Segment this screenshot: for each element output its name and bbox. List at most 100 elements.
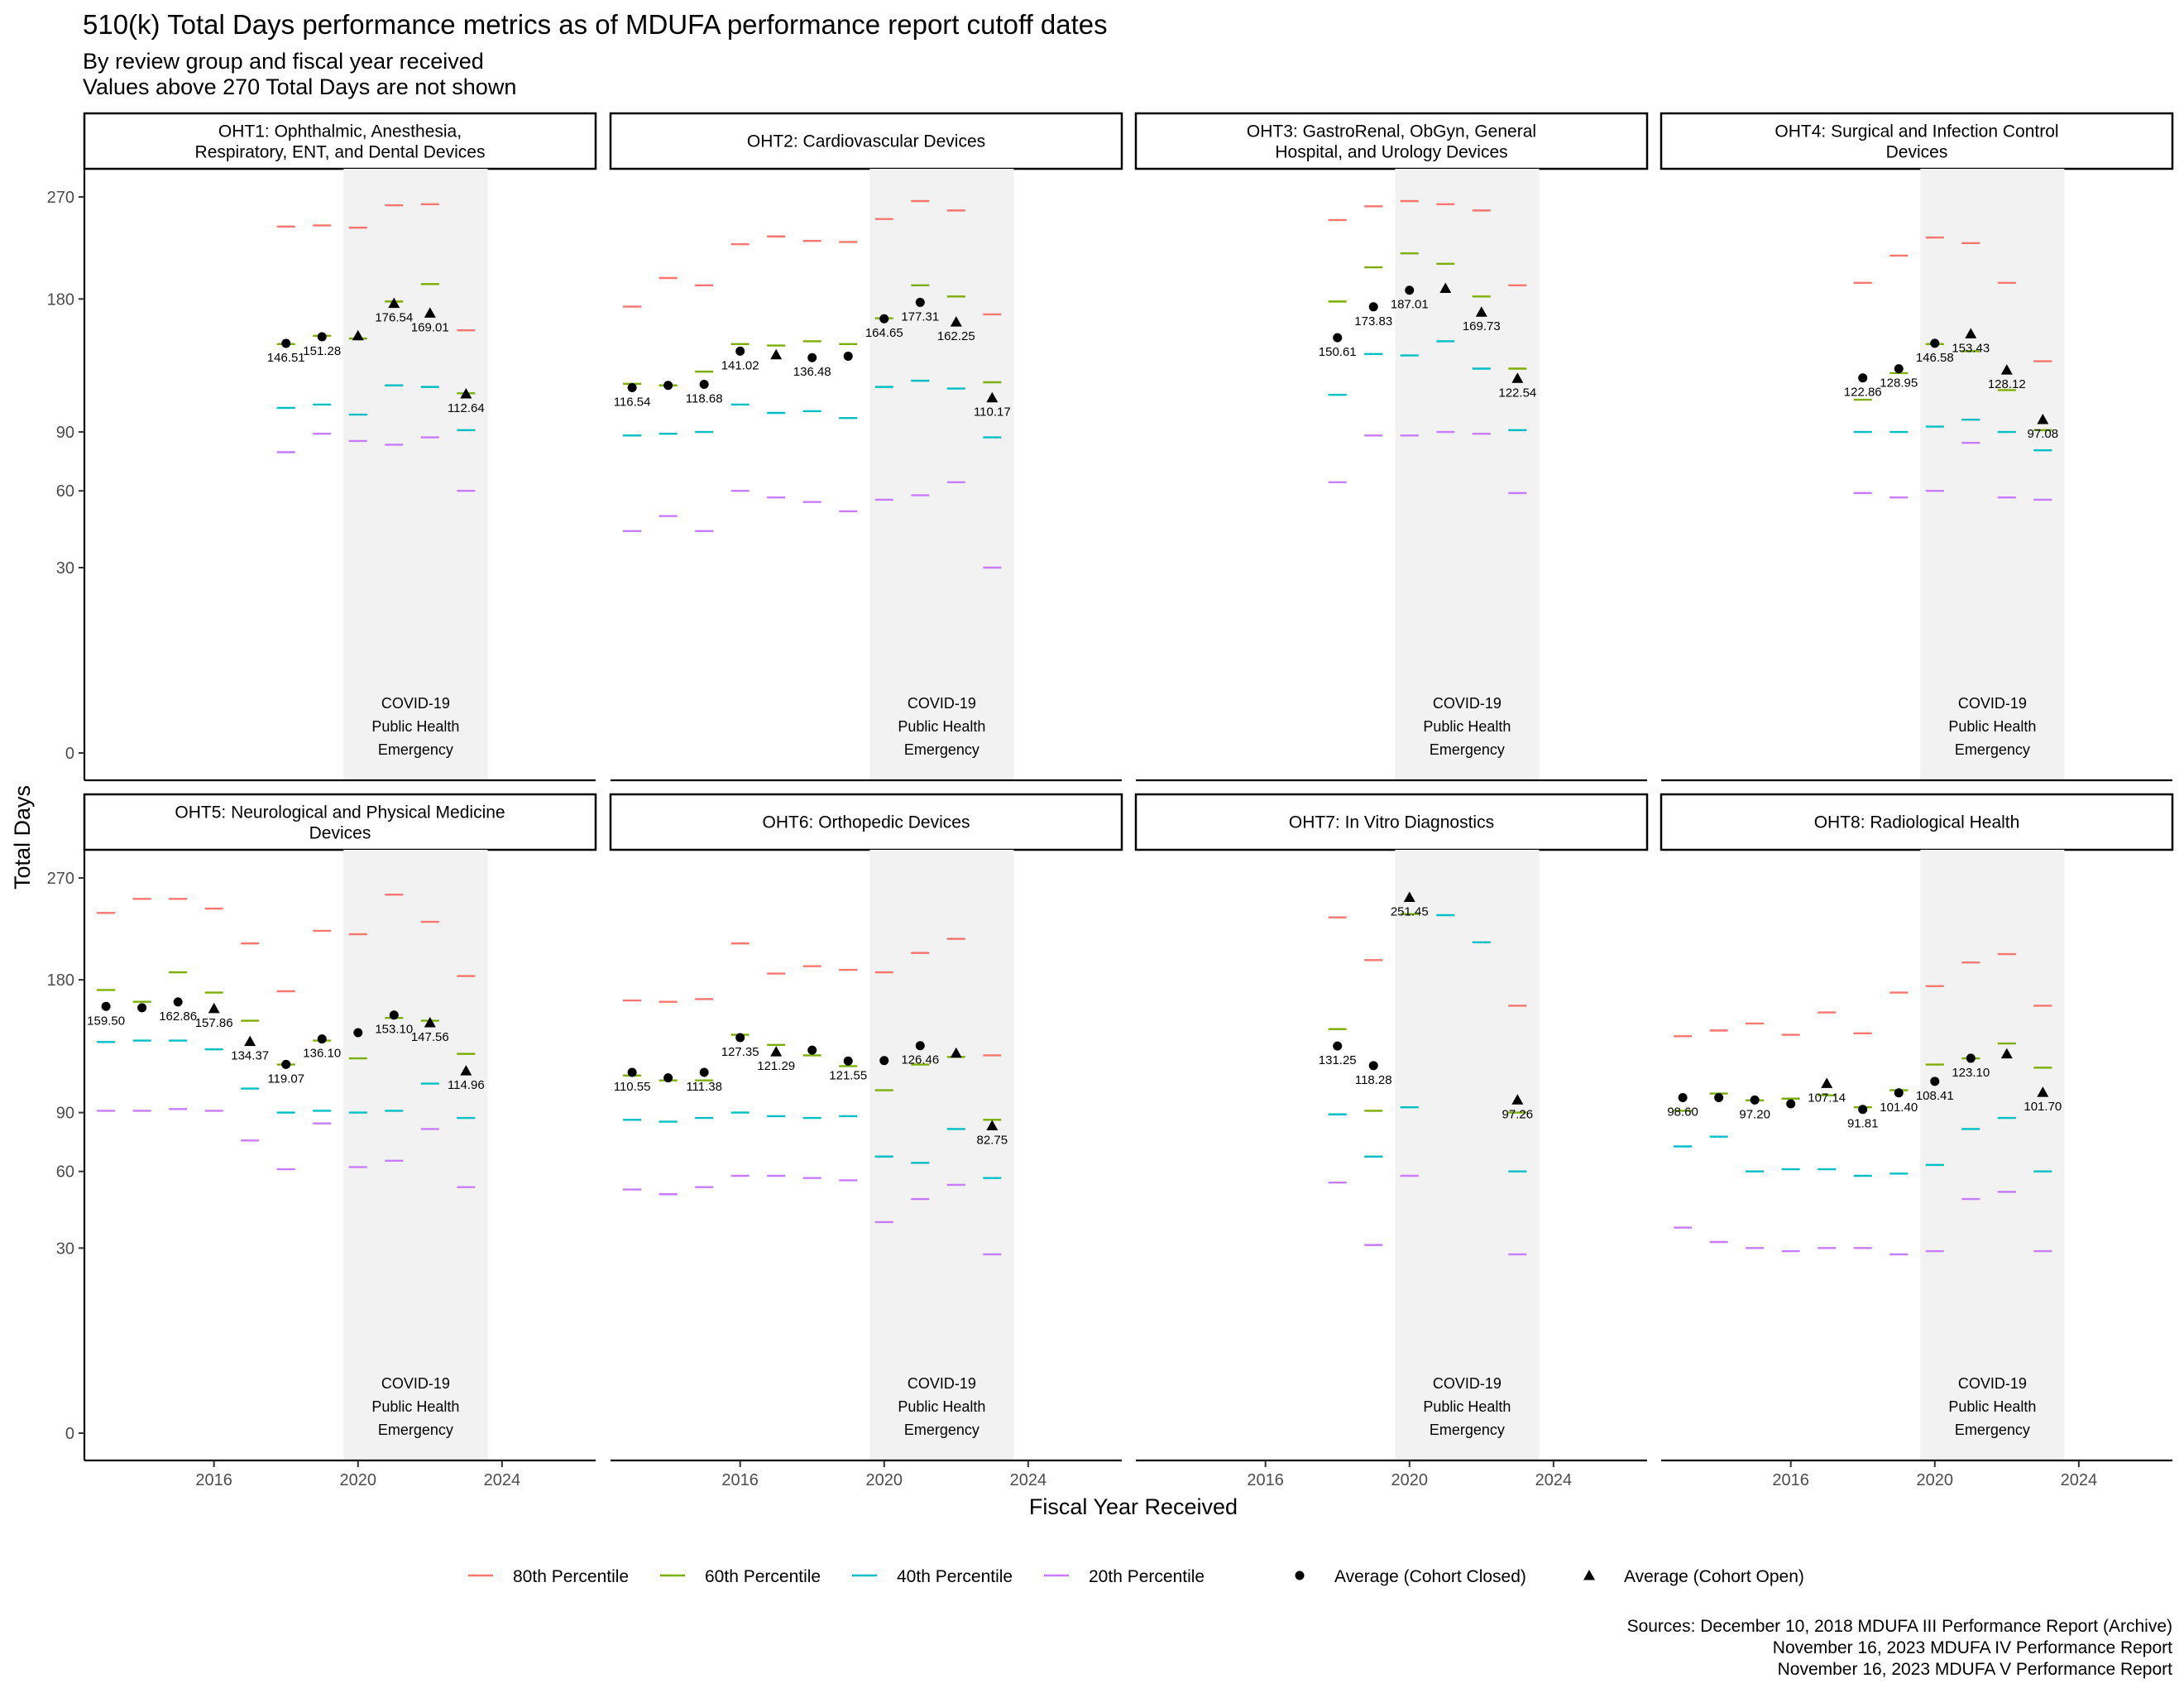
- y-tick-label: 60: [56, 482, 74, 501]
- avg-value-label: 110.55: [614, 1080, 651, 1094]
- y-tick-label: 30: [56, 1240, 74, 1258]
- covid-band-label: Emergency: [1955, 1422, 2030, 1438]
- avg-closed-point: [1333, 333, 1343, 343]
- avg-closed-point: [843, 351, 853, 361]
- avg-value-label: 127.35: [721, 1045, 759, 1059]
- facet-panel: OHT7: In Vitro Diagnostics COVID-19 Public…: [1134, 793, 1649, 1489]
- avg-closed-point: [699, 379, 709, 389]
- avg-open-point: [770, 1046, 783, 1057]
- avg-value-label: 128.12: [1988, 377, 2026, 391]
- facet-title-line: OHT8: Radiological Health: [1814, 813, 2020, 832]
- avg-value-label: 162.86: [159, 1009, 197, 1024]
- avg-value-label: 147.56: [411, 1030, 449, 1044]
- avg-value-label: 153.43: [1952, 341, 1990, 355]
- covid-band-label: Emergency: [904, 1422, 979, 1438]
- avg-open-point: [208, 1002, 220, 1014]
- avg-open-point: [950, 316, 962, 327]
- avg-closed-point: [1894, 1088, 1904, 1098]
- avg-closed-point: [281, 338, 291, 348]
- avg-closed-point: [1405, 285, 1415, 295]
- facet-strip: [609, 793, 1123, 851]
- avg-value-label: 162.25: [937, 329, 975, 343]
- covid-band-label: Emergency: [378, 741, 453, 758]
- avg-closed-point: [807, 1045, 817, 1055]
- covid-band-label: Public Health: [1948, 1398, 2036, 1415]
- avg-closed-point: [173, 997, 183, 1007]
- facet-strip: [1660, 793, 2174, 851]
- avg-value-label: 251.45: [1391, 904, 1429, 918]
- x-tick-label: 2020: [866, 1471, 903, 1489]
- y-tick-label: 0: [65, 1425, 74, 1443]
- avg-open-point: [424, 1016, 436, 1028]
- facet-title-line: Respiratory, ENT, and Dental Devices: [195, 143, 486, 162]
- avg-closed-point: [879, 314, 889, 324]
- avg-open-point: [950, 1047, 962, 1058]
- avg-closed-point: [137, 1003, 147, 1013]
- x-tick-label: 2016: [195, 1471, 232, 1489]
- legend-label: 60th Percentile: [705, 1567, 821, 1586]
- avg-value-label: 122.86: [1844, 386, 1882, 400]
- avg-value-label: 146.51: [267, 351, 305, 365]
- avg-closed-point: [1894, 364, 1904, 374]
- avg-value-label: 121.55: [829, 1068, 867, 1082]
- avg-value-label: 136.10: [303, 1047, 341, 1061]
- covid-band-label: COVID-19: [1958, 695, 2027, 712]
- covid-band-label: Emergency: [1430, 1422, 1505, 1438]
- avg-value-label: 119.07: [267, 1072, 304, 1086]
- facet-title: OHT6: Orthopedic Devices: [763, 813, 970, 832]
- facet-title-line: OHT6: Orthopedic Devices: [763, 813, 970, 832]
- chart-title: 510(k) Total Days performance metrics as…: [83, 9, 1108, 40]
- source-line: November 16, 2023 MDUFA V Performance Re…: [1778, 1660, 2173, 1679]
- avg-value-label: 177.31: [901, 309, 939, 324]
- legend-label: 80th Percentile: [513, 1567, 629, 1586]
- facet-panel: OHT6: Orthopedic Devices COVID-19 Public H…: [609, 793, 1123, 1489]
- covid-band: [1920, 169, 2065, 780]
- avg-closed-point: [663, 381, 673, 391]
- x-tick-label: 2016: [1247, 1471, 1284, 1489]
- facet-panel: OHT5: Neurological and Physical Medicine…: [47, 793, 597, 1489]
- facet-strip: [609, 112, 1123, 170]
- avg-open-point: [2037, 414, 2049, 424]
- covid-band: [869, 850, 1014, 1460]
- facet-panel: OHT2: Cardiovascular Devices COVID-19 Publ…: [609, 112, 1123, 782]
- legend-key-open: [1583, 1570, 1595, 1580]
- avg-value-label: 108.41: [1916, 1089, 1954, 1103]
- facet-title: OHT7: In Vitro Diagnostics: [1289, 813, 1494, 832]
- y-axis-label: Total Days: [10, 785, 35, 890]
- avg-value-label: 146.58: [1916, 351, 1954, 365]
- avg-value-label: 187.01: [1391, 298, 1429, 312]
- avg-open-point: [1965, 328, 1977, 338]
- avg-value-label: 128.95: [1880, 376, 1918, 391]
- avg-open-point: [1511, 1094, 1524, 1105]
- x-tick-label: 2024: [2061, 1471, 2098, 1489]
- avg-value-label: 150.61: [1319, 345, 1357, 359]
- avg-value-label: 136.48: [793, 365, 831, 379]
- facet-title: OHT1: Ophthalmic, Anesthesia, Respiratory…: [195, 122, 486, 162]
- avg-closed-point: [1750, 1095, 1760, 1105]
- avg-value-label: 107.14: [1808, 1091, 1846, 1105]
- avg-closed-point: [915, 297, 925, 307]
- avg-closed-point: [807, 352, 817, 362]
- y-tick-label: 30: [56, 559, 74, 578]
- avg-closed-point: [1966, 1053, 1976, 1063]
- avg-open-point: [1511, 372, 1524, 383]
- x-tick-label: 2024: [1535, 1471, 1573, 1489]
- avg-value-label: 97.08: [2028, 427, 2059, 441]
- legend-label: 40th Percentile: [897, 1567, 1013, 1586]
- y-tick-label: 90: [56, 1105, 74, 1123]
- y-tick-label: 90: [56, 424, 74, 442]
- legend-key-closed: [1295, 1571, 1305, 1580]
- facet-title-line: OHT3: GastroRenal, ObGyn, General: [1247, 122, 1536, 141]
- avg-open-point: [352, 329, 364, 341]
- avg-closed-point: [1333, 1041, 1343, 1051]
- avg-closed-point: [627, 383, 637, 393]
- facet-strip: [83, 793, 597, 851]
- legend-label: Average (Cohort Closed): [1334, 1567, 1526, 1586]
- covid-band-label: COVID-19: [1958, 1375, 2027, 1392]
- covid-band: [1920, 850, 2065, 1460]
- avg-closed-point: [1714, 1093, 1724, 1103]
- facet-title-line: Hospital, and Urology Devices: [1275, 143, 1507, 162]
- facet-title-line: OHT2: Cardiovascular Devices: [747, 132, 985, 151]
- y-tick-label: 60: [56, 1163, 74, 1182]
- avg-value-label: 153.10: [375, 1023, 413, 1037]
